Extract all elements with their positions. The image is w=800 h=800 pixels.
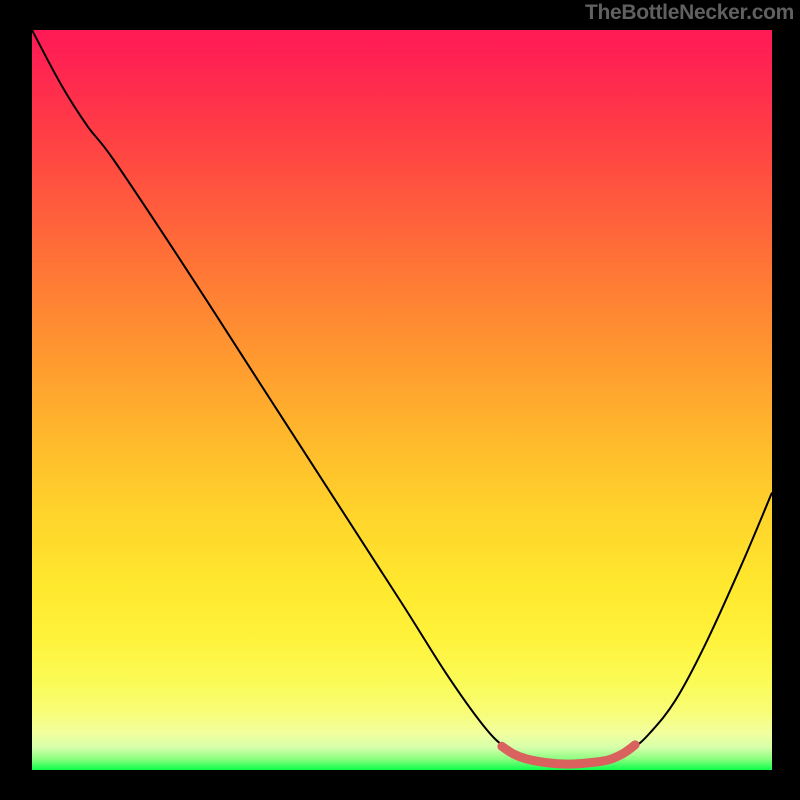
chart-container: TheBottleNecker.com — [0, 0, 800, 800]
plot-background — [32, 30, 772, 770]
chart-svg — [0, 0, 800, 800]
watermark-text: TheBottleNecker.com — [585, 1, 794, 25]
